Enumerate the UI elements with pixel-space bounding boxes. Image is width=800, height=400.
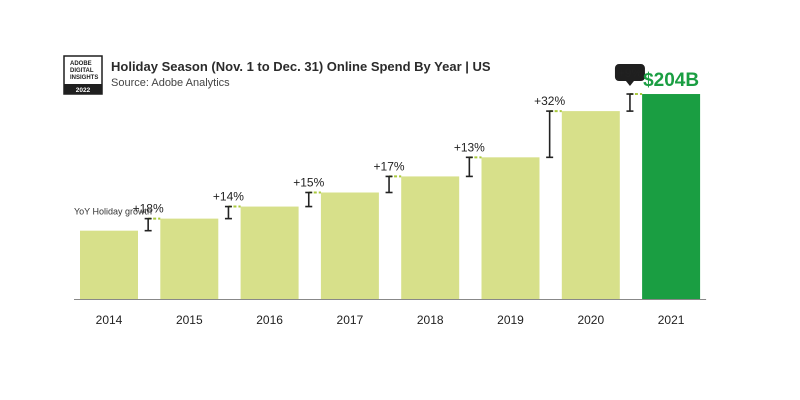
growth-label-2018: +17% bbox=[374, 159, 405, 173]
bars-group bbox=[80, 94, 701, 300]
growth-bar-2019 bbox=[465, 156, 473, 178]
x-tick-2019: 2019 bbox=[497, 313, 524, 327]
x-tick-2020: 2020 bbox=[577, 313, 604, 327]
growth-bar-2015 bbox=[144, 217, 152, 232]
growth-label-2016: +14% bbox=[213, 190, 244, 204]
error-bars-group bbox=[144, 93, 634, 232]
x-axis-ticks: 2014 2015 2016 2017 2018 2019 2020 2021 bbox=[96, 313, 685, 327]
growth-bar-2020 bbox=[546, 110, 554, 159]
bar-2018 bbox=[401, 176, 460, 299]
growth-bar-2017 bbox=[305, 191, 313, 208]
adobe-digital-insights-logo: ADOBE DIGITAL INSIGHTS 2022 bbox=[63, 55, 103, 95]
bar-2016 bbox=[240, 206, 299, 299]
x-tick-2018: 2018 bbox=[417, 313, 444, 327]
badge-line2: DIGITAL bbox=[70, 68, 94, 74]
callout-background bbox=[614, 64, 645, 82]
bar-2017 bbox=[320, 192, 379, 299]
growth-labels-group: +18% +14% +15% +17% +13% +32% bbox=[133, 94, 566, 216]
bar-2019 bbox=[481, 157, 540, 299]
x-tick-2017: 2017 bbox=[337, 313, 364, 327]
callout-growth-label: +9% bbox=[618, 66, 643, 80]
callout-pointer bbox=[625, 81, 634, 87]
growth-label-2020: +32% bbox=[534, 94, 565, 108]
final-value-label: $204B bbox=[643, 70, 699, 91]
badge-line3: INSIGHTS bbox=[70, 75, 98, 81]
bar-2020 bbox=[561, 111, 620, 299]
badge-year: 2022 bbox=[76, 87, 91, 94]
yoy-annotation: YoY Holiday growth bbox=[74, 207, 152, 217]
bar-2014 bbox=[80, 230, 138, 299]
bar-2015 bbox=[160, 218, 219, 299]
growth-bar-2016 bbox=[224, 205, 232, 220]
growth-label-2017: +15% bbox=[293, 175, 324, 189]
chart-title: Holiday Season (Nov. 1 to Dec. 31) Onlin… bbox=[111, 59, 491, 74]
x-tick-2021: 2021 bbox=[658, 313, 685, 327]
growth-label-2015: +18% bbox=[133, 202, 164, 216]
final-growth-callout: +9% bbox=[614, 64, 645, 87]
growth-label-2019: +13% bbox=[454, 140, 485, 154]
badge-line1: ADOBE bbox=[70, 61, 92, 67]
chart-subtitle: Source: Adobe Analytics bbox=[111, 77, 230, 89]
growth-bar-2018 bbox=[385, 175, 393, 194]
x-tick-2015: 2015 bbox=[176, 313, 203, 327]
bar-2021 bbox=[642, 94, 701, 300]
x-tick-2016: 2016 bbox=[256, 313, 283, 327]
growth-bar-2021 bbox=[626, 93, 634, 112]
x-tick-2014: 2014 bbox=[96, 313, 123, 327]
